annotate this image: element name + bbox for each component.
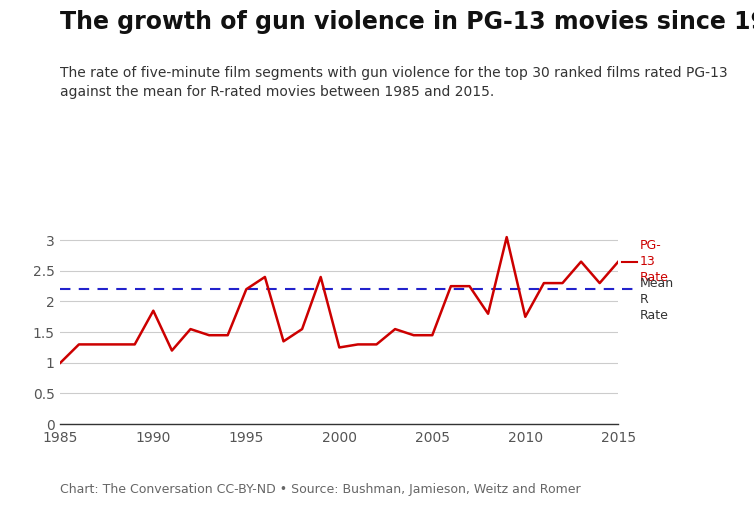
Text: The rate of five-minute film segments with gun violence for the top 30 ranked fi: The rate of five-minute film segments wi… <box>60 66 728 99</box>
Text: PG-
13
Rate: PG- 13 Rate <box>639 239 668 284</box>
Text: Chart: The Conversation CC-BY-ND • Source: Bushman, Jamieson, Weitz and Romer: Chart: The Conversation CC-BY-ND • Sourc… <box>60 483 581 496</box>
Text: The growth of gun violence in PG-13 movies since 1985: The growth of gun violence in PG-13 movi… <box>60 10 754 34</box>
Text: Mean
R
Rate: Mean R Rate <box>639 277 673 322</box>
